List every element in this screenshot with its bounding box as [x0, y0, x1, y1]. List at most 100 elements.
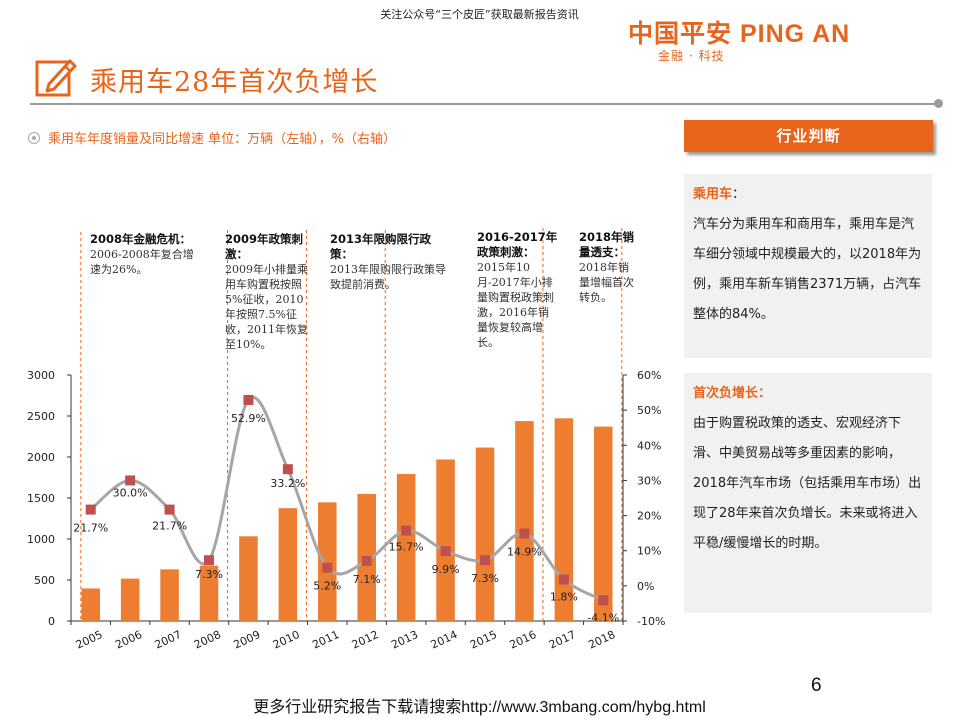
right-axis-tick-label: 10% — [637, 545, 661, 558]
growth-point-2015 — [480, 555, 490, 566]
x-axis-tick-label: 2009 — [232, 628, 263, 652]
growth-point-2006 — [125, 475, 136, 486]
growth-data-label: 1.8% — [550, 591, 578, 604]
panel-section-colon: ： — [732, 187, 746, 202]
x-axis-tick-label: 2006 — [113, 628, 144, 652]
growth-point-2017 — [558, 574, 569, 585]
annotation-body: 2018年销量增幅首次转负。 — [579, 261, 634, 304]
x-axis-tick-label: 2015 — [468, 628, 499, 652]
page-title: 乘用车28年首次负增长 — [90, 67, 379, 98]
target-bullet-icon — [28, 132, 40, 144]
growth-data-label: 52.9% — [231, 412, 266, 425]
growth-data-label: 5.2% — [313, 580, 341, 593]
right-axis-tick-label: 60% — [637, 369, 661, 382]
bar-2008 — [199, 565, 219, 621]
panel-section-title: 乘用车 — [693, 187, 733, 202]
x-axis-tick-label: 2013 — [389, 628, 420, 652]
annotation-2013: 2013年限购限行政策： 2013年限购限行政策导致提前消费。 — [330, 232, 450, 292]
left-axis-tick-label: 3000 — [27, 369, 55, 382]
page-number: 6 — [811, 675, 822, 696]
x-axis-tick-label: 2011 — [310, 628, 341, 652]
annotation-title: 2008年金融危机： — [90, 232, 192, 246]
growth-point-2012 — [361, 555, 372, 566]
bar-2006 — [120, 578, 140, 621]
growth-data-label: 33.2% — [270, 477, 305, 490]
panel-section-title: 首次负增长： — [693, 386, 772, 401]
annotation-body: 2013年限购限行政策导致提前消费。 — [330, 263, 446, 291]
annotation-title: 2016-2017年政策刺激： — [477, 230, 558, 259]
right-axis-tick-label: 30% — [637, 474, 661, 487]
annotation-title: 2013年限购限行政策： — [330, 232, 432, 261]
left-axis-tick-label: 500 — [34, 574, 55, 587]
bar-2005 — [81, 588, 100, 621]
growth-data-label: 30.0% — [113, 486, 148, 499]
x-axis-tick-label: 2010 — [271, 628, 302, 652]
growth-point-2016 — [519, 528, 530, 539]
left-axis-tick-label: 2000 — [27, 451, 55, 464]
growth-point-2018 — [598, 595, 609, 606]
bar-2017 — [554, 418, 574, 621]
annotation-title: 2009年政策刺激： — [225, 232, 304, 261]
panel-section-passenger-car: 乘用车： 汽车分为乘用车和商用车，乘用车是汽车细分领域中规模最大的，以2018年… — [684, 174, 932, 358]
title-divider — [30, 103, 940, 105]
x-axis-tick-label: 2007 — [153, 628, 184, 652]
right-axis-tick-label: 40% — [637, 439, 661, 452]
left-axis-tick-label: 1500 — [27, 492, 55, 505]
growth-data-label: 14.9% — [507, 545, 542, 558]
growth-data-label: 9.9% — [432, 563, 460, 576]
bar-2009 — [239, 536, 258, 621]
title-divider-dot — [934, 99, 943, 108]
chart-subtitle: 乘用车年度销量及同比增速 单位：万辆（左轴），%（右轴） — [28, 128, 396, 147]
top-note: 关注公众号“三个皮匠”获取最新报告资讯 — [380, 8, 579, 21]
annotation-2016-2017: 2016-2017年政策刺激： 2015年10月-2017年小排量购置税政策刺激… — [477, 230, 559, 350]
right-axis-tick-label: 20% — [637, 510, 661, 523]
growth-data-label: 7.3% — [471, 572, 499, 585]
annotation-body: 2009年小排量乘用车购置税按照5%征收，2010年按照7.5%征收，2011年… — [225, 263, 308, 351]
bar-2018 — [594, 426, 613, 621]
right-axis-tick-label: -10% — [637, 615, 665, 628]
bar-2015 — [475, 447, 495, 621]
growth-point-2008 — [204, 555, 214, 566]
right-axis-tick-label: 0% — [637, 580, 654, 593]
growth-data-label: 7.1% — [353, 573, 381, 586]
x-axis-tick-label: 2018 — [586, 628, 617, 652]
x-axis-tick-label: 2008 — [192, 628, 223, 652]
annotation-2008: 2008年金融危机： 2006-2008年复合增速为26%。 — [90, 232, 198, 277]
growth-data-label: 21.7% — [152, 520, 187, 533]
annotation-title: 2018年销量透支： — [579, 230, 635, 259]
growth-point-2007 — [164, 504, 175, 515]
x-axis-tick-label: 2017 — [547, 628, 578, 652]
annotation-2009: 2009年政策刺激： 2009年小排量乘用车购置税按照5%征收，2010年按照7… — [225, 232, 311, 352]
panel-section-body: 由于购置税政策的透支、宏观经济下滑、中美贸易战等多重因素的影响，2018年汽车市… — [693, 416, 922, 551]
bar-2016 — [515, 421, 534, 621]
growth-point-2005 — [85, 504, 96, 515]
growth-data-label: 21.7% — [73, 522, 108, 535]
growth-point-2013 — [401, 525, 412, 536]
annotation-2018: 2018年销量透支： 2018年销量增幅首次转负。 — [579, 230, 635, 305]
annotation-body: 2006-2008年复合增速为26%。 — [90, 248, 194, 276]
growth-point-2010 — [282, 464, 293, 475]
x-axis-tick-label: 2012 — [350, 628, 381, 652]
bar-2010 — [278, 508, 298, 621]
panel-header: 行业判断 — [684, 120, 933, 152]
chart-subtitle-text: 乘用车年度销量及同比增速 单位：万辆（左轴），%（右轴） — [48, 132, 396, 147]
bar-2013 — [396, 473, 416, 621]
annotation-body: 2015年10月-2017年小排量购置税政策刺激，2016年销量恢复较高增长。 — [477, 261, 554, 349]
panel-section-body: 汽车分为乘用车和商用车，乘用车是汽车细分领域中规模最大的，以2018年为例，乘用… — [693, 217, 922, 322]
x-axis-tick-label: 2016 — [508, 628, 539, 652]
growth-point-2011 — [322, 562, 333, 573]
footer-download-note: 更多行业研究报告下载请搜索http://www.3mbang.com/hybg.… — [253, 699, 706, 716]
bar-2014 — [436, 459, 455, 621]
growth-data-label: -4.1% — [587, 611, 619, 624]
pingan-logo: 中国平安 PING AN — [628, 20, 851, 48]
growth-data-label: 15.7% — [389, 541, 424, 554]
x-axis-tick-label: 2005 — [74, 628, 105, 652]
x-axis-tick-label: 2014 — [429, 628, 460, 652]
left-axis-tick-label: 2500 — [27, 410, 55, 423]
growth-point-2014 — [440, 546, 451, 557]
left-axis-tick-label: 1000 — [27, 533, 55, 546]
logo-tagline: 金融 · 科技 — [658, 49, 725, 63]
bar-2011 — [318, 502, 337, 621]
bar-2007 — [160, 569, 179, 621]
